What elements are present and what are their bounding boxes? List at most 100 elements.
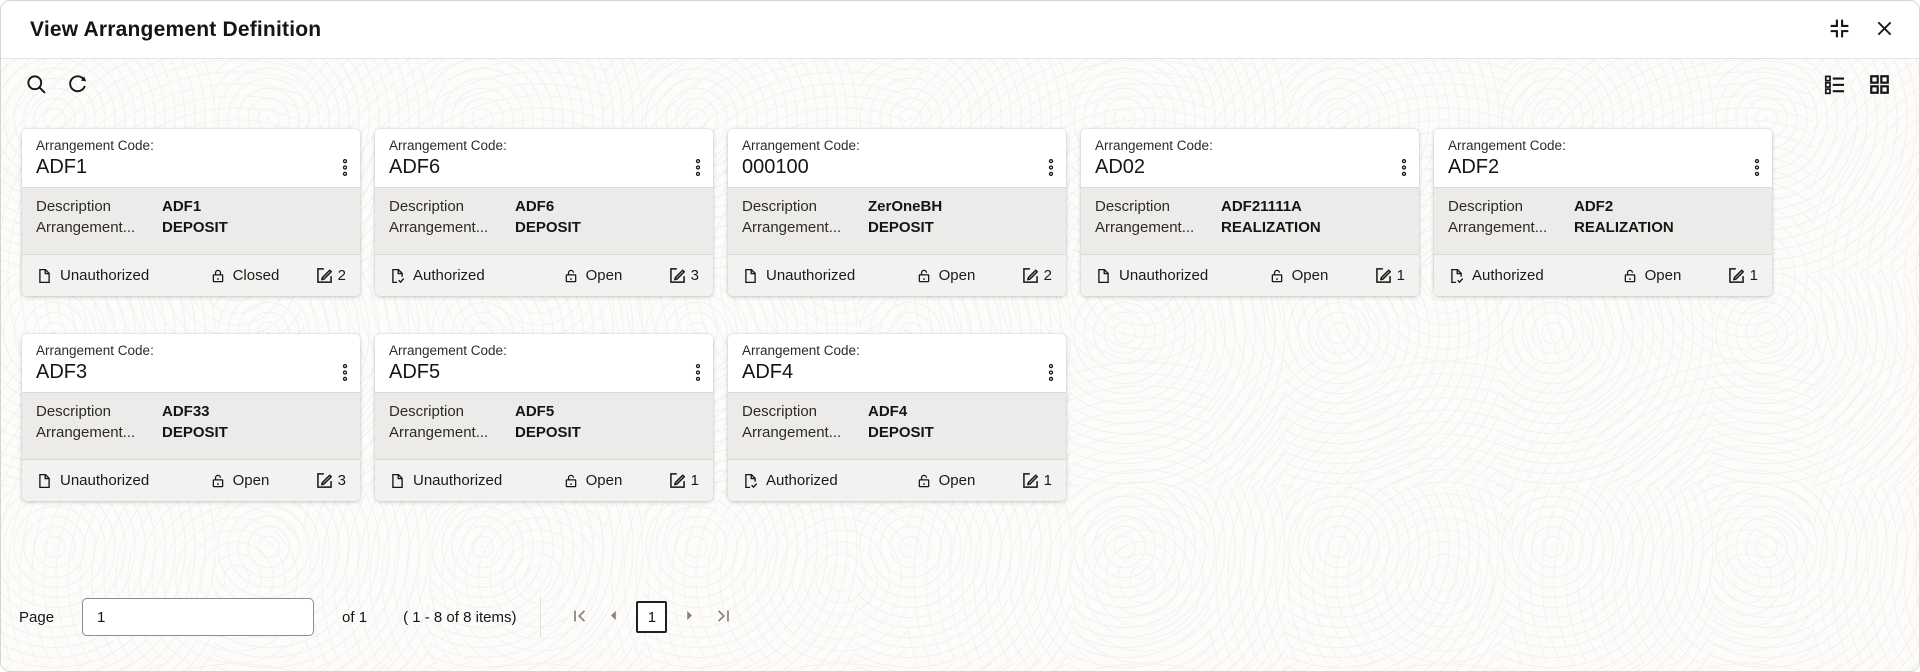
kebab-menu-button[interactable]: [1397, 155, 1411, 183]
edit-icon: [668, 266, 687, 285]
view-toggle-group: [1821, 71, 1893, 101]
search-button[interactable]: [23, 71, 50, 101]
arrangement-type-label: Arrangement...: [36, 219, 136, 236]
arrangement-code-label: Arrangement Code:: [36, 138, 154, 153]
edit-icon: [668, 471, 687, 490]
edit-count-group: 3: [315, 471, 346, 490]
description-label: Description: [36, 198, 112, 215]
description-value: ADF2: [1574, 198, 1614, 215]
arrangement-card: Arrangement Code: ADF5 Description ADF5 …: [375, 334, 713, 501]
edit-count-group: 1: [668, 471, 699, 490]
record-status: Open: [938, 472, 976, 489]
kebab-menu-icon: [1047, 364, 1055, 385]
description-label: Description: [1095, 198, 1171, 215]
page-input[interactable]: [82, 598, 315, 636]
card-footer: Authorized Open: [728, 459, 1066, 501]
description-label: Description: [389, 198, 465, 215]
search-icon: [25, 73, 48, 99]
authorization-status: Unauthorized: [60, 267, 150, 284]
record-status: Open: [232, 472, 270, 489]
record-status: Open: [1644, 267, 1682, 284]
edit-count-group: 2: [315, 266, 346, 285]
arrangement-type-value: DEPOSIT: [162, 424, 228, 441]
kebab-menu-button[interactable]: [338, 360, 352, 388]
arrangement-type-label: Arrangement...: [389, 424, 489, 441]
arrangement-type-label: Arrangement...: [389, 219, 489, 236]
arrangement-card: Arrangement Code: 000100 Description Zer…: [728, 129, 1066, 296]
prev-page-icon: [606, 608, 621, 626]
edit-count: 1: [1043, 472, 1052, 489]
first-page-button[interactable]: [568, 604, 592, 631]
card-header: Arrangement Code: ADF4: [728, 334, 1066, 392]
refresh-button[interactable]: [64, 71, 91, 101]
record-status-group: Open: [1622, 267, 1727, 285]
card-body: Description ADF1 Arrangement... DEPOSIT: [22, 187, 360, 254]
kebab-menu-button[interactable]: [338, 155, 352, 183]
lock-open-icon: [916, 267, 932, 285]
arrangement-code-value: ADF1: [36, 156, 88, 178]
arrangement-card: Arrangement Code: ADF3 Description ADF33…: [22, 334, 360, 501]
next-page-icon: [682, 608, 697, 626]
card-body: Description ZerOneBH Arrangement... DEPO…: [728, 187, 1066, 254]
edit-icon: [1727, 266, 1746, 285]
kebab-menu-icon: [1047, 159, 1055, 180]
arrangement-type-label: Arrangement...: [742, 424, 842, 441]
kebab-menu-icon: [694, 364, 702, 385]
card-footer: Unauthorized Open: [375, 459, 713, 501]
page-count-text: of 1: [342, 608, 368, 626]
lock-open-icon: [563, 472, 579, 490]
grid-view-button[interactable]: [1866, 71, 1893, 101]
list-view-button[interactable]: [1821, 71, 1848, 101]
arrangement-type-value: DEPOSIT: [868, 424, 934, 441]
description-label: Description: [36, 403, 112, 420]
card-footer: Authorized Open: [375, 254, 713, 296]
collapse-button[interactable]: [1825, 14, 1854, 46]
kebab-menu-button[interactable]: [691, 360, 705, 388]
card-body: Description ADF21111A Arrangement... REA…: [1081, 187, 1419, 254]
authorization-status-group: Unauthorized: [389, 472, 563, 490]
first-page-icon: [572, 608, 588, 627]
arrangement-code-value: ADF6: [389, 156, 441, 178]
kebab-menu-icon: [1400, 159, 1408, 180]
last-page-button[interactable]: [711, 604, 735, 631]
record-status-group: Open: [916, 472, 1021, 490]
next-page-button[interactable]: [678, 604, 701, 630]
arrangement-code-value: AD02: [1095, 156, 1146, 178]
arrangement-code-value: 000100: [742, 156, 809, 178]
arrangement-card: Arrangement Code: AD02 Description ADF21…: [1081, 129, 1419, 296]
kebab-menu-icon: [341, 364, 349, 385]
arrangement-type-label: Arrangement...: [1448, 219, 1548, 236]
kebab-menu-button[interactable]: [1750, 155, 1764, 183]
card-grid: Arrangement Code: ADF1 Description ADF1 …: [1, 99, 1919, 501]
authorization-status: Unauthorized: [60, 472, 150, 489]
description-value: ADF5: [515, 403, 555, 420]
edit-icon: [1021, 266, 1040, 285]
authorization-status-group: Authorized: [742, 472, 916, 490]
pagination-bar: Page of 1 ( 1 - 8 of 8 items) 1: [1, 595, 1919, 639]
authorization-status-group: Authorized: [1448, 267, 1622, 285]
record-status-group: Open: [210, 472, 315, 490]
close-button[interactable]: [1872, 16, 1897, 44]
arrangement-card: Arrangement Code: ADF2 Description ADF2 …: [1434, 129, 1772, 296]
toolbar-left: [23, 71, 91, 101]
description-label: Description: [742, 403, 818, 420]
card-body: Description ADF6 Arrangement... DEPOSIT: [375, 187, 713, 254]
description-value: ADF1: [162, 198, 202, 215]
authorization-status-group: Unauthorized: [1095, 267, 1269, 285]
description-value: ZerOneBH: [868, 198, 943, 215]
arrangement-type-value: REALIZATION: [1221, 219, 1321, 236]
kebab-menu-button[interactable]: [1044, 155, 1058, 183]
kebab-menu-button[interactable]: [691, 155, 705, 183]
prev-page-button[interactable]: [602, 604, 625, 630]
arrangement-code-value: ADF5: [389, 361, 441, 383]
document-icon: [389, 472, 406, 490]
kebab-menu-button[interactable]: [1044, 360, 1058, 388]
edit-count-group: 2: [1021, 266, 1052, 285]
card-body: Description ADF4 Arrangement... DEPOSIT: [728, 392, 1066, 459]
content-area: Arrangement Code: ADF1 Description ADF1 …: [1, 59, 1919, 671]
edit-count: 3: [690, 267, 699, 284]
current-page-button[interactable]: 1: [636, 601, 668, 633]
list-view-icon: [1823, 73, 1846, 99]
card-footer: Authorized Open: [1434, 254, 1772, 296]
arrangement-type-value: DEPOSIT: [515, 219, 581, 236]
